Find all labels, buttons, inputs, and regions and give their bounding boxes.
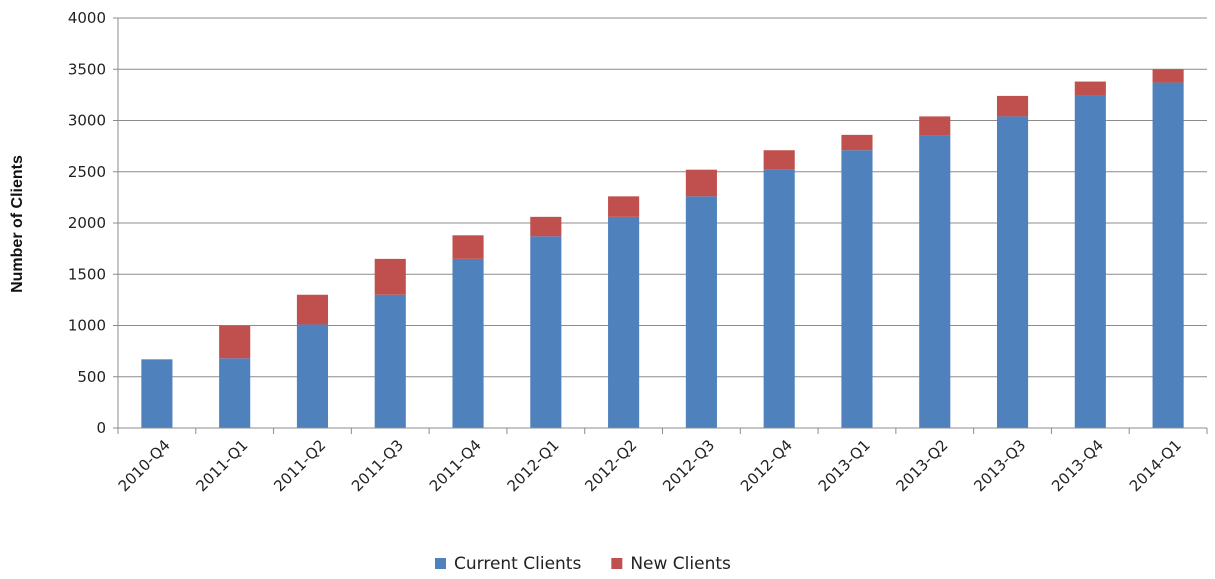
y-tick-label: 3000 [68, 112, 106, 130]
x-tick-label: 2010-Q4 [115, 436, 174, 495]
x-tick-label: 2011-Q2 [270, 436, 329, 495]
x-tick-label: 2011-Q4 [426, 436, 485, 495]
x-tick-label: 2012-Q2 [581, 436, 640, 495]
bar-current-clients [1152, 82, 1184, 428]
bar-current-clients [608, 216, 640, 428]
bar-new-clients [996, 95, 1029, 117]
x-tick-label: 2013-Q2 [893, 436, 952, 495]
x-tick-label: 2012-Q4 [737, 436, 796, 495]
axes [113, 17, 1208, 434]
bar-new-clients [530, 216, 562, 237]
y-tick-labels: 0 500 1000 1500 2000 2500 3000 3500 4000 [68, 9, 106, 437]
bar-current-clients [996, 116, 1029, 429]
gridlines [118, 17, 1207, 378]
x-tick-label: 2013-Q4 [1048, 436, 1107, 495]
bar-current-clients [374, 294, 406, 428]
bar-current-clients [685, 196, 717, 428]
y-axis-label: Number of Clients [9, 155, 26, 293]
bar-current-clients [763, 169, 795, 428]
y-tick-label: 2000 [68, 214, 106, 232]
bar-new-clients [1152, 69, 1184, 83]
legend-label: New Clients [630, 554, 731, 574]
x-tick-label: 2014-Q1 [1126, 436, 1185, 495]
y-tick-label: 3500 [68, 60, 106, 78]
bar-current-clients [530, 236, 562, 428]
bar-current-clients [296, 324, 329, 428]
y-tick-label: 500 [77, 368, 106, 386]
y-tick-label: 4000 [68, 9, 106, 27]
y-tick-label: 1500 [68, 265, 106, 283]
x-tick-label: 2012-Q1 [504, 436, 563, 495]
x-tick-label: 2013-Q1 [815, 436, 874, 495]
x-tick-labels: 2010-Q4 2011-Q1 2011-Q2 2011-Q3 2011-Q4 2012-… [115, 436, 1185, 495]
bar-new-clients [685, 169, 717, 197]
bar-new-clients [374, 258, 406, 295]
legend: Current Clients New Clients [435, 554, 731, 574]
legend-swatch [435, 558, 446, 569]
bar-current-clients [452, 258, 484, 428]
y-tick-label: 1000 [68, 317, 106, 335]
bar-new-clients [219, 325, 251, 359]
bar-new-clients [763, 150, 795, 170]
x-tick-label: 2011-Q1 [192, 436, 251, 495]
x-tick-label: 2012-Q3 [659, 436, 718, 495]
bar-new-clients [608, 196, 640, 217]
bar-new-clients [1074, 81, 1106, 96]
bar-current-clients [919, 135, 951, 428]
x-tick-label: 2013-Q3 [970, 436, 1029, 495]
legend-label: Current Clients [454, 554, 581, 574]
bar-current-clients [141, 359, 173, 428]
bar-current-clients [1074, 95, 1106, 429]
bar-new-clients [919, 116, 951, 136]
x-tick-label: 2011-Q3 [348, 436, 407, 495]
bar-current-clients [841, 150, 873, 428]
y-tick-label: 0 [96, 419, 106, 437]
y-tick-label: 2500 [68, 163, 106, 181]
bar-new-clients [296, 294, 329, 325]
bars [141, 69, 1184, 429]
bar-current-clients [219, 358, 251, 428]
legend-swatch [611, 558, 623, 569]
bar-new-clients [452, 235, 484, 259]
bar-new-clients [841, 134, 873, 151]
